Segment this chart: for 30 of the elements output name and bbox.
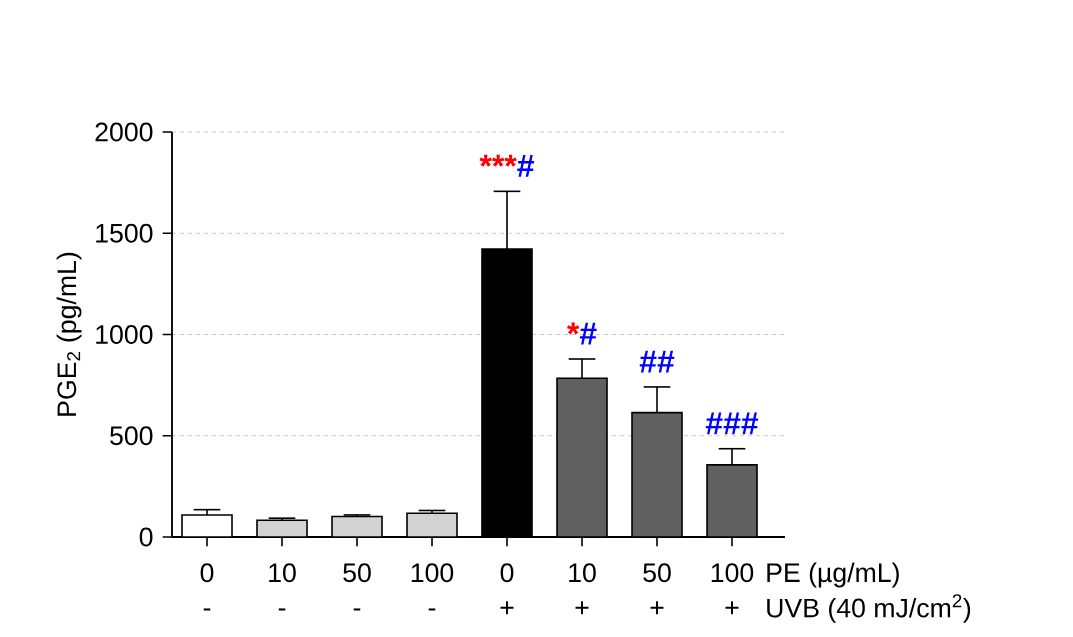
annotation: ### [705, 412, 759, 435]
x-tick-label: 50 [643, 563, 671, 583]
y-tick-label: 1000 [96, 325, 153, 344]
annotation: *** [479, 154, 517, 167]
y-tick-label: 1500 [96, 223, 153, 243]
text: + [575, 601, 589, 615]
x-tick-label: 100 [711, 563, 754, 583]
x-tick-label: 10 [269, 563, 296, 583]
text: UVB (40 mJ/cm$^{2}$) [767, 594, 971, 623]
y-tick-label: 2000 [95, 122, 153, 142]
text: - [353, 608, 361, 611]
y-axis-title: PGE$_{2}$ (pg/mL) [56, 252, 82, 416]
text: - [428, 608, 436, 611]
y-tick-label: 500 [110, 426, 153, 446]
x-tick-label: 0 [500, 563, 514, 583]
x-tick-label: 50 [343, 563, 371, 583]
text: + [725, 601, 739, 615]
text: - [278, 608, 286, 611]
x-tick-label: 0 [200, 563, 214, 583]
x-tick-label: 100 [411, 563, 454, 583]
annotation: # [579, 322, 597, 345]
x-tick-label: 10 [569, 563, 596, 583]
text: + [500, 601, 514, 615]
text: - [203, 608, 211, 611]
y-tick-label: 0 [139, 527, 153, 547]
annotation: # [517, 155, 535, 177]
annotation: * [566, 322, 580, 335]
x-axis-title: PE (µg/mL) [767, 562, 899, 588]
annotation: ## [639, 350, 675, 373]
text: + [650, 601, 664, 615]
